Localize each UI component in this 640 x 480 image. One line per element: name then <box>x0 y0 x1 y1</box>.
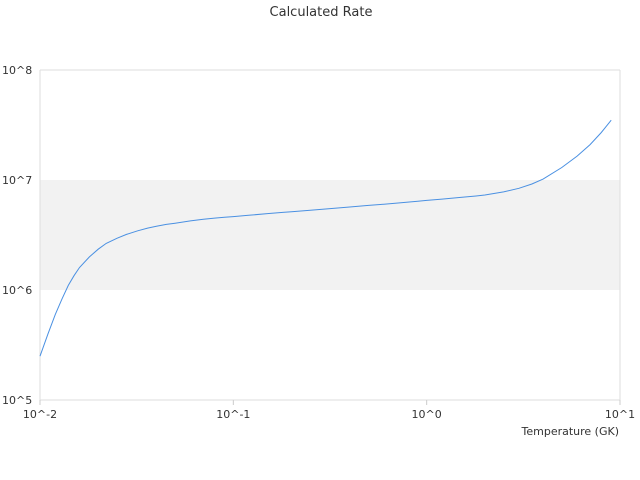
chart-title: Calculated Rate <box>270 5 373 20</box>
y-band <box>40 180 620 290</box>
x-tick-label: 10^1 <box>605 408 635 421</box>
x-tick-label: 10^-2 <box>23 408 57 421</box>
series-line <box>39 119 612 357</box>
x-tick-label: 10^-1 <box>216 408 250 421</box>
x-axis: 10^-2 10^-1 10^0 10^1 <box>23 400 635 421</box>
y-tick-label: 10^5 <box>2 394 32 407</box>
x-tick-label: 10^0 <box>412 408 442 421</box>
y-axis: 10^5 10^6 10^7 10^8 <box>2 64 32 407</box>
x-axis-title: Temperature (GK) <box>521 425 620 438</box>
y-tick-label: 10^7 <box>2 174 32 187</box>
series-group <box>39 119 612 357</box>
y-tick-label: 10^8 <box>2 64 32 77</box>
y-tick-label: 10^6 <box>2 284 32 297</box>
plot-frame <box>39 69 621 401</box>
